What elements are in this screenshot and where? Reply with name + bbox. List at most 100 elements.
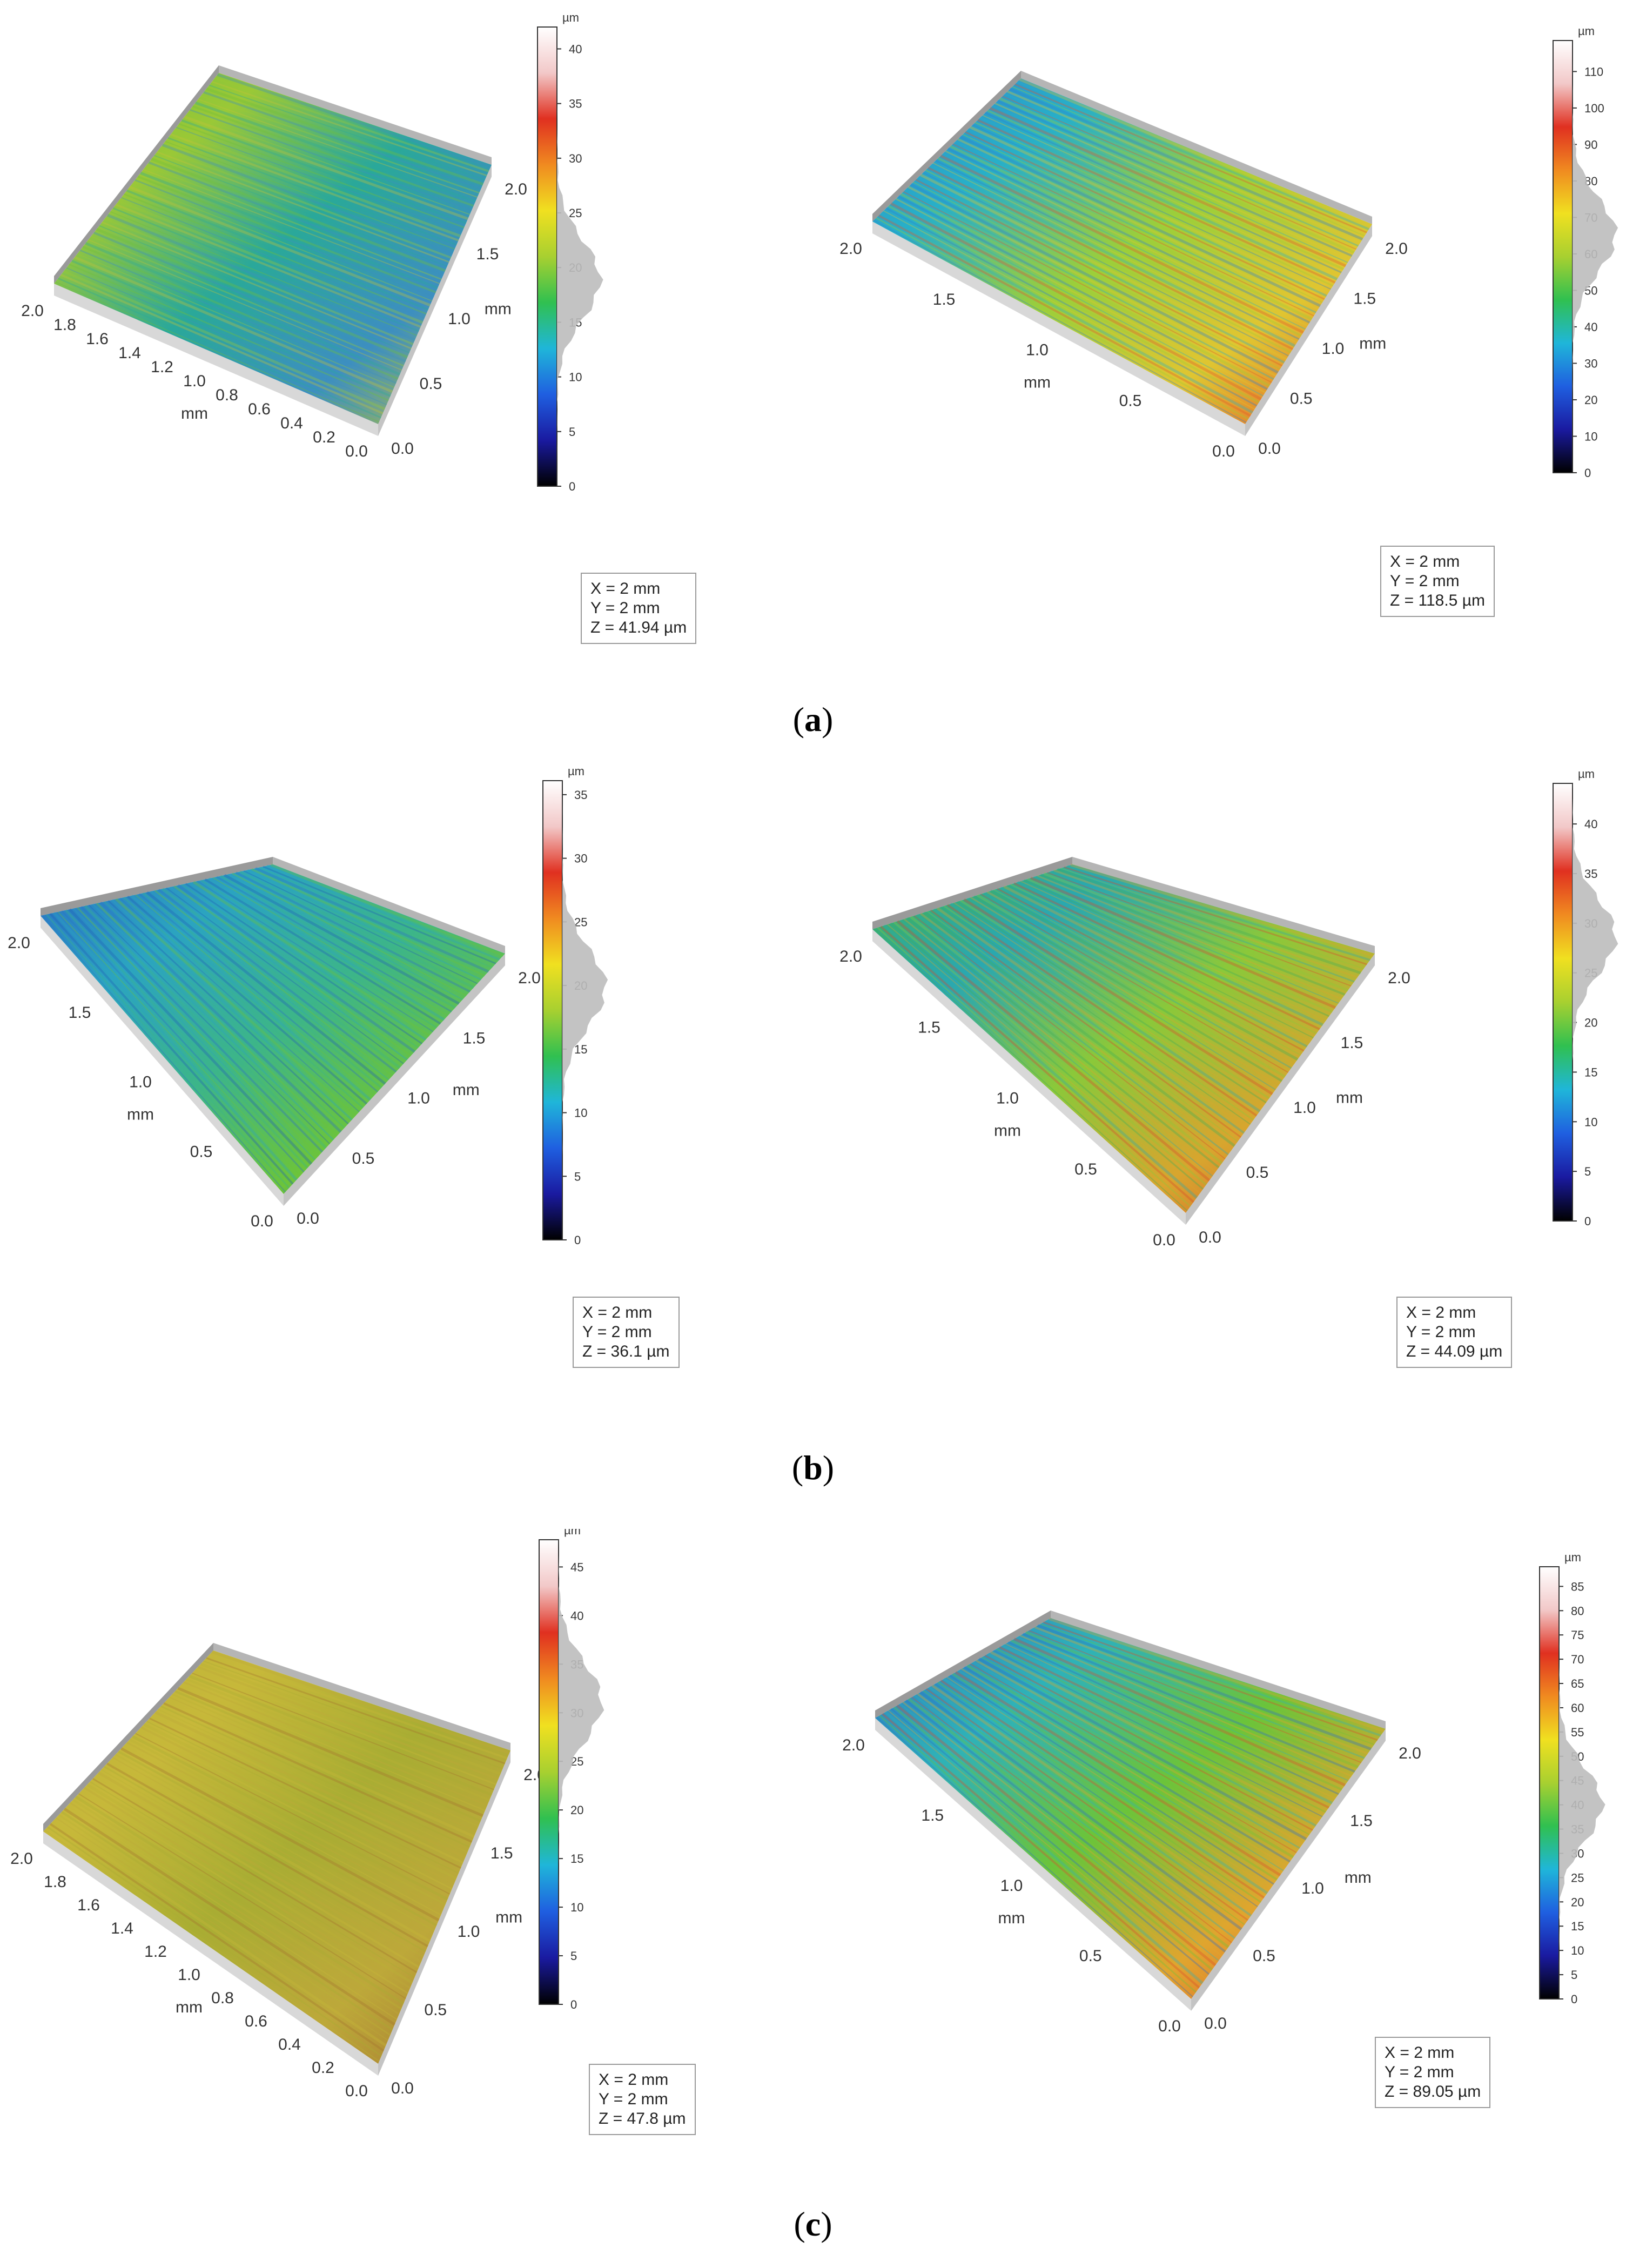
- surface-streak: [1019, 78, 1372, 227]
- axis-right-tick: 0.5: [424, 2001, 447, 2019]
- surface-streak: [130, 894, 372, 1101]
- surface-streak: [58, 277, 381, 419]
- surface-streak: [123, 896, 364, 1109]
- surface-streak: [198, 98, 478, 198]
- surface-wall-back-left: [872, 857, 1072, 929]
- surface-streak: [166, 1699, 475, 1838]
- surface-plot: 2.0 1.5 1.0 0.5 0.0 mm 0.0 0.5 1.0 1.5 2.0 mm µm 0 5 10…: [839, 767, 1618, 1249]
- axis-left-tick: 0.0: [251, 1212, 273, 1230]
- surface-streak: [166, 887, 404, 1064]
- surface-streak: [1025, 1630, 1359, 1769]
- surface-streak: [893, 921, 1207, 1186]
- surface-streak: [208, 877, 445, 1021]
- surface-wall-left: [875, 1718, 1191, 2011]
- surface-streak: [1019, 1634, 1352, 1777]
- surface-streak: [1020, 881, 1326, 1021]
- surface-streak: [1040, 1623, 1375, 1746]
- axis-left-tick: 2.0: [8, 934, 30, 952]
- surface-streak: [140, 171, 439, 290]
- height-distribution: [559, 1540, 604, 2004]
- surface-streak: [952, 1673, 1278, 1881]
- surface-streak: [172, 1693, 479, 1827]
- surface-streak: [893, 200, 1264, 397]
- axis-left-tick: 0.5: [1079, 1947, 1102, 1965]
- axis-left-tick: 0.5: [1074, 1160, 1097, 1178]
- info-y: Y = 2 mm: [1406, 1323, 1476, 1341]
- surface-streak: [124, 193, 427, 315]
- colorbar-tick-label: 10: [1584, 1115, 1597, 1129]
- colorbar-tick-label: 40: [1584, 817, 1597, 831]
- surface-streak: [935, 160, 1300, 340]
- surface-streak: [1007, 885, 1314, 1038]
- surface-streak: [61, 910, 305, 1173]
- axis-right-tick: 1.0: [458, 1923, 480, 1941]
- surface-streak: [949, 1675, 1274, 1885]
- info-z: Z = 36.1 µm: [582, 1343, 670, 1360]
- surface-streak: [92, 1778, 418, 1974]
- surface-wall-left: [43, 1831, 378, 2076]
- surface-streak: [955, 140, 1316, 313]
- surface-streak: [135, 1733, 451, 1895]
- axis-left-label: mm: [994, 1122, 1021, 1140]
- surface-streak: [174, 1690, 481, 1822]
- colorbar-unit: µm: [564, 1529, 581, 1537]
- surface-streak: [979, 116, 1338, 281]
- colorbar-tick-label: 5: [570, 1949, 577, 1963]
- axis-left-tick: 1.4: [111, 1920, 133, 1937]
- surface-streak: [176, 126, 463, 232]
- colorbar: [537, 26, 557, 487]
- panel-b-left: 2.0 1.5 1.0 0.5 0.0 mm 0.0 0.5 1.0 1.5 2.0 mm µm 0 5 10…: [0, 767, 813, 1486]
- surface-streak: [917, 176, 1285, 364]
- surface-streak: [190, 109, 472, 211]
- surface-streak: [96, 227, 408, 359]
- surface-streak: [52, 1820, 387, 2047]
- surface-streak: [972, 1661, 1300, 1849]
- surface-streak: [978, 1658, 1307, 1841]
- panel-c-right: 2.0 1.5 1.0 0.5 0.0 mm 0.0 0.5 1.0 1.5 2.0 mm µm 0 5 10…: [813, 1529, 1626, 2247]
- colorbar-tick-label: 15: [570, 1852, 583, 1866]
- surface-streak: [112, 1757, 433, 1937]
- panel-c-left: 2.0 1.8 1.6 1.4 1.2 1.0 0.8 0.6 0.4 0.2 0.0 mm 0.0 0.…: [0, 1529, 813, 2247]
- colorbar-tick-label: 0: [1584, 1214, 1591, 1228]
- surface-streak: [126, 189, 429, 311]
- axis-right-tick: 1.0: [448, 310, 471, 328]
- surface-streak: [138, 1729, 453, 1890]
- surface-streak: [970, 896, 1279, 1086]
- surface-streak: [186, 1678, 490, 1801]
- surface-streak: [106, 1762, 428, 1948]
- axis-right-tick: 0.5: [352, 1150, 375, 1167]
- colorbar-tick-label: 25: [569, 206, 582, 220]
- surface-streak: [200, 95, 480, 194]
- colorbar-tick-label: 0: [569, 480, 575, 493]
- surface-streak: [146, 1721, 459, 1874]
- panel-a-left: 2.0 1.8 1.6 1.4 1.2 1.0 0.8 0.6 0.4 0.2 0.0 mm 0.0 0.…: [0, 0, 813, 719]
- surface-streak: [197, 1666, 499, 1781]
- surface-streak: [1004, 93, 1359, 247]
- surface-streak: [984, 112, 1342, 273]
- colorbar-tick-label: 40: [569, 42, 582, 56]
- surface-streak: [1030, 876, 1336, 1009]
- colorbar-tick-label: 10: [570, 1901, 583, 1914]
- surface-streak: [266, 864, 500, 961]
- info-y: Y = 2 mm: [1385, 2063, 1454, 2081]
- dimension-info: X = 2 mm Y = 2 mm Z = 47.8 µm: [589, 2064, 696, 2135]
- axis-right-tick: 0.0: [1204, 2015, 1227, 2032]
- surface-streak: [132, 1735, 448, 1901]
- surface-streak: [82, 245, 399, 380]
- surface-streak: [137, 175, 436, 293]
- surface-streak: [77, 907, 319, 1157]
- surface-streak: [64, 1808, 395, 2026]
- surface-wall-back-left: [41, 857, 273, 916]
- axis-left-tick: 1.6: [77, 1896, 100, 1914]
- surface-streak: [999, 1646, 1329, 1809]
- axis-left-tick: 0.0: [345, 2082, 368, 2100]
- info-x: X = 2 mm: [590, 580, 661, 598]
- surface-streak: [905, 189, 1274, 380]
- surface-streak: [173, 129, 461, 238]
- surface-streak: [58, 1814, 391, 2036]
- axis-left-tick: 0.4: [280, 414, 303, 432]
- surface-streak: [903, 191, 1272, 383]
- surface-streak: [906, 917, 1220, 1169]
- surface-streak: [203, 91, 482, 190]
- surface-streak: [919, 1691, 1242, 1930]
